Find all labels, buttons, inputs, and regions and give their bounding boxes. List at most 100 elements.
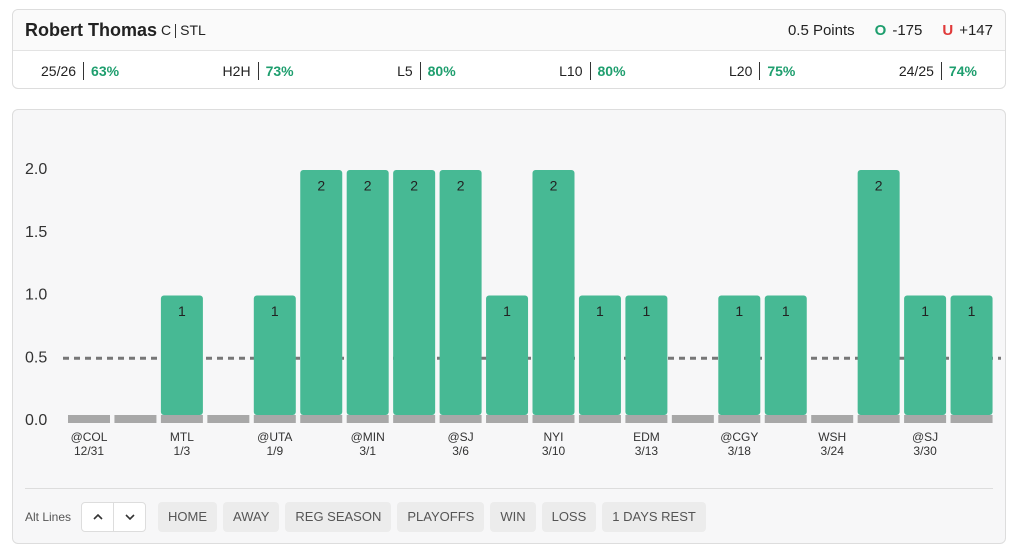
bar	[718, 295, 761, 415]
x-tick-label: @CGY	[720, 430, 758, 444]
under-odds: +147	[959, 21, 993, 39]
data-label: 1	[596, 303, 604, 319]
data-label: 1	[782, 303, 790, 319]
bar-base	[114, 415, 157, 423]
line-up[interactable]	[82, 503, 113, 531]
x-tick-date: 3/10	[542, 444, 566, 458]
bar	[439, 170, 482, 415]
stat-value: 73%	[265, 62, 294, 79]
data-label: 2	[317, 178, 325, 194]
bar	[300, 170, 343, 415]
bar-base	[857, 415, 900, 423]
filter-button[interactable]: WIN	[490, 502, 536, 532]
chevron-down	[124, 514, 135, 520]
data-label: 1	[968, 303, 976, 319]
x-tick-label: EDM	[633, 430, 660, 444]
x-tick-label: @UTA	[257, 430, 292, 444]
stat-label: 24/25	[898, 62, 934, 79]
separator	[83, 61, 85, 80]
x-tick-date: 12/31	[74, 444, 104, 458]
bar-base	[904, 415, 947, 423]
separator	[419, 61, 421, 80]
x-tick-label: MTL	[170, 430, 194, 444]
line: 0.5 Points	[787, 21, 855, 39]
team: STL	[180, 21, 206, 38]
stat-value: 80%	[597, 62, 626, 79]
stat-value: 63%	[91, 62, 120, 79]
bar	[625, 295, 668, 415]
bar-base	[625, 415, 668, 423]
stat-value: 75%	[767, 62, 796, 79]
data-label: 2	[457, 178, 465, 194]
under-label: U	[942, 21, 954, 39]
x-tick-date: 3/18	[728, 444, 752, 458]
player-name: Robert Thomas	[25, 19, 158, 40]
y-tick-label: 1.5	[25, 224, 47, 241]
bar	[393, 170, 436, 415]
stat: L20 75%	[729, 61, 796, 80]
bar	[764, 295, 807, 415]
bar	[857, 170, 900, 415]
x-tick-label: @COL	[71, 430, 108, 444]
stat: L10 80%	[559, 61, 626, 80]
separator	[257, 61, 259, 80]
bar-base	[811, 415, 854, 423]
stat: L5 80%	[397, 61, 456, 80]
data-label: 1	[643, 303, 651, 319]
filter-button[interactable]: 1 DAYS REST	[602, 502, 706, 532]
bar-base	[764, 415, 807, 423]
bar-base	[300, 415, 343, 423]
x-tick-date: 3/1	[359, 444, 376, 458]
data-label: 2	[550, 178, 558, 194]
x-tick-label: @MIN	[351, 430, 385, 444]
alt-line-buttons	[81, 502, 147, 532]
stat-label: L5	[397, 62, 413, 79]
data-label: 1	[921, 303, 929, 319]
x-tick-date: 3/24	[821, 444, 845, 458]
chevron-up	[92, 514, 103, 520]
alt-lines-label: Alt Lines	[25, 510, 72, 524]
separator	[175, 24, 177, 39]
filter-button[interactable]: AWAY	[223, 502, 280, 532]
y-tick-label: 0.0	[25, 412, 47, 429]
filter-button[interactable]: LOSS	[541, 502, 597, 532]
filter-button[interactable]: PLAYOFFS	[397, 502, 485, 532]
stat: 25/26 63%	[41, 61, 120, 80]
chart-card: 0.0 0.5 1.0 1.5 2.0 @COL 12/31 1 MTL 1/3 1 @UTA 1/9 2…	[12, 109, 1006, 544]
bar-base	[578, 415, 621, 423]
line-down[interactable]	[113, 503, 145, 531]
x-tick-date: 3/13	[635, 444, 659, 458]
filter-button[interactable]: HOME	[158, 502, 218, 532]
bar	[486, 295, 529, 415]
filter-button[interactable]: REG SEASON	[285, 502, 392, 532]
x-tick-label: @SJ	[448, 430, 474, 444]
over-label: O	[874, 21, 887, 39]
player-position: C STL	[161, 21, 206, 39]
bar	[950, 295, 993, 415]
bar-base	[439, 415, 482, 423]
bar	[904, 295, 947, 415]
stat: 24/25 74%	[898, 61, 977, 80]
odds: 0.5 Points O -175 U +147	[788, 22, 993, 39]
bar-base	[207, 415, 250, 423]
bar	[346, 170, 389, 415]
data-label: 1	[271, 303, 279, 319]
stat-value: 80%	[427, 62, 456, 79]
x-tick-label: @SJ	[912, 430, 938, 444]
stat-label: H2H	[222, 62, 251, 79]
bar-base	[718, 415, 761, 423]
stat: H2H 73%	[222, 61, 294, 80]
stat-value: 74%	[948, 62, 977, 79]
header-row: Robert Thomas C STL 0.5 Points O -175 U +14…	[13, 10, 1005, 51]
data-label: 2	[364, 178, 372, 194]
y-tick-label: 1.0	[25, 287, 47, 304]
bar	[160, 295, 203, 415]
y-tick-label: 2.0	[25, 161, 47, 178]
over-odds: -175	[892, 21, 923, 39]
stats-row: 25/26 63% H2H 73% L5 80% L10 80% L20 75% 24/25 74%	[13, 51, 1005, 90]
filter-buttons: HOME AWAY REG SEASON PLAYOFFS WIN LOSS 1 DAYS …	[158, 502, 712, 532]
stat-label: 25/26	[41, 62, 77, 79]
bar-base	[346, 415, 389, 423]
x-tick-date: 1/3	[174, 444, 191, 458]
